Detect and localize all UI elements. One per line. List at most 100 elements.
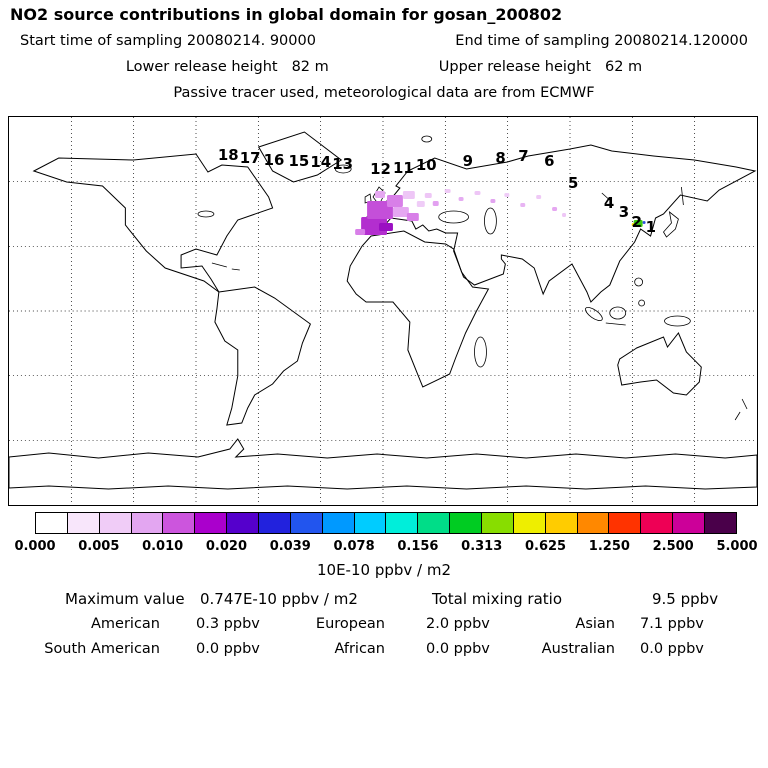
- colorbar-segment: [67, 513, 100, 533]
- concentration-patch: [520, 203, 526, 207]
- colorbar-segment: [545, 513, 578, 533]
- contribution-row-1: American 0.3 ppbv European 2.0 ppbv Asia…: [0, 616, 768, 636]
- upper-release-label: Upper release height: [438, 59, 591, 75]
- start-time-text: Start time of sampling 20080214. 90000: [20, 33, 316, 49]
- trajectory-point-number: 18: [218, 146, 239, 164]
- trajectory-point-number: 6: [544, 152, 554, 170]
- colorbar-tick-label: 2.500: [652, 539, 694, 554]
- colorbar-tick-label: 0.625: [524, 539, 567, 554]
- colorbar-segment: [99, 513, 132, 533]
- colorbar-segment: [227, 513, 260, 533]
- trajectory-point-number: 15: [289, 152, 310, 170]
- concentration-patch: [633, 220, 643, 227]
- concentration-patch: [490, 199, 496, 203]
- colorbar-tick-label: 5.000: [716, 539, 758, 554]
- colorbar-units-label: 10E-10 ppbv / m2: [316, 561, 452, 579]
- african-label: African: [334, 641, 385, 657]
- colorbar-tick-label: 0.020: [205, 539, 248, 554]
- trajectory-point-number: 12: [370, 160, 391, 178]
- total-mixing-ratio-label: Total mixing ratio: [432, 590, 563, 608]
- colorbar-segment: [641, 513, 674, 533]
- colorbar-segment: [673, 513, 706, 533]
- concentration-patch: [631, 223, 635, 226]
- max-value-line: Maximum value 0.747E-10 ppbv / m2 Total …: [0, 590, 768, 610]
- asian-label: Asian: [575, 616, 615, 632]
- world-map-svg: 18 17 16 15 14 13 12 11 10 9 8 7 65 4 32 1: [9, 117, 757, 505]
- colorbar-segment: [36, 513, 68, 533]
- end-time-text: End time of sampling 20080214.120000: [455, 33, 748, 49]
- colorbar-tick-label: 0.039: [269, 539, 311, 554]
- trajectory-point-number: 8: [495, 149, 505, 167]
- sampling-times-line: Start time of sampling 20080214. 90000 E…: [0, 33, 768, 49]
- colorbar-segment: [418, 513, 451, 533]
- lower-release-value: 82 m: [291, 59, 329, 75]
- american-value: 0.3 ppbv: [196, 616, 260, 632]
- trajectory-point-number: 16: [264, 151, 285, 169]
- trajectory-point-number: 4: [604, 194, 614, 212]
- upper-release-value: 62 m: [604, 59, 643, 75]
- concentration-patch: [367, 201, 393, 219]
- south-american-label: South American: [44, 641, 160, 657]
- trajectory-point-number: 13: [332, 155, 353, 173]
- concentration-patch: [392, 207, 409, 217]
- colorbar: [35, 512, 737, 534]
- max-value-text: 0.747E-10 ppbv / m2: [200, 590, 358, 608]
- concentration-patch: [416, 201, 425, 207]
- colorbar-segment: [354, 513, 387, 533]
- trajectory-point-number: 7: [518, 147, 528, 165]
- concentration-patch: [474, 191, 481, 195]
- concentration-patch: [504, 193, 510, 197]
- asian-value: 7.1 ppbv: [640, 616, 704, 632]
- concentration-patch: [379, 223, 393, 231]
- colorbar-segment: [259, 513, 291, 533]
- concentration-patch: [424, 193, 432, 198]
- trajectory-point-number: 2: [632, 213, 642, 231]
- tracer-note: Passive tracer used, meteorological data…: [173, 85, 595, 101]
- concentration-patch: [552, 207, 558, 211]
- colorbar-segment: [322, 513, 355, 533]
- concentration-patch: [386, 195, 403, 207]
- australian-label: Australian: [541, 641, 615, 657]
- colorbar-segment: [513, 513, 546, 533]
- colorbar-tick-label: 0.000: [14, 539, 56, 554]
- colorbar-segment: [131, 513, 164, 533]
- total-mixing-ratio-value: 9.5 ppbv: [652, 590, 719, 608]
- european-value: 2.0 ppbv: [426, 616, 490, 632]
- colorbar-segment: [577, 513, 610, 533]
- lower-release-height: Lower release height 82 m: [126, 59, 329, 75]
- concentration-patch: [375, 191, 385, 198]
- concentration-patch: [642, 221, 646, 224]
- world-coastlines: [9, 131, 757, 490]
- trajectory-point-number: 3: [619, 203, 629, 221]
- concentration-patch: [458, 197, 464, 201]
- trajectory-point-labels: 18 17 16 15 14 13 12 11 10 9 8 7 65 4 32 1: [218, 146, 656, 236]
- concentration-patch: [562, 213, 567, 217]
- release-heights-line: Lower release height 82 m Upper release h…: [0, 59, 768, 75]
- trajectory-point-number: 11: [393, 159, 414, 177]
- colorbar-tick-label: 0.005: [78, 539, 120, 554]
- concentration-patches: [355, 189, 646, 235]
- concentration-patch: [402, 191, 415, 199]
- colorbar-tick-label: 0.313: [461, 539, 503, 554]
- european-label: European: [315, 616, 385, 632]
- upper-release-height: Upper release height 62 m: [439, 59, 642, 75]
- south-american-value: 0.0 ppbv: [196, 641, 260, 657]
- colorbar-tick-label: 0.010: [142, 539, 184, 554]
- colorbar-segment: [195, 513, 228, 533]
- plot-title: NO2 source contributions in global domai…: [10, 5, 563, 24]
- colorbar-tick-label: 0.078: [333, 539, 375, 554]
- trajectory-point-number: 14: [310, 153, 331, 171]
- colorbar-segment: [290, 513, 323, 533]
- american-label: American: [90, 616, 160, 632]
- colorbar-segment: [609, 513, 642, 533]
- lower-release-label: Lower release height: [125, 59, 278, 75]
- max-value-label: Maximum value: [65, 590, 185, 608]
- australian-value: 0.0 ppbv: [640, 641, 704, 657]
- trajectory-point-number: 9: [463, 152, 473, 170]
- contribution-row-2: South American 0.0 ppbv African 0.0 ppbv…: [0, 641, 768, 661]
- trajectory-point-number: 17: [240, 149, 261, 167]
- african-value: 0.0 ppbv: [426, 641, 490, 657]
- colorbar-segment: [482, 513, 514, 533]
- world-map-panel: 18 17 16 15 14 13 12 11 10 9 8 7 6 5 4 3 2 1: [8, 116, 758, 506]
- colorbar-segment: [163, 513, 196, 533]
